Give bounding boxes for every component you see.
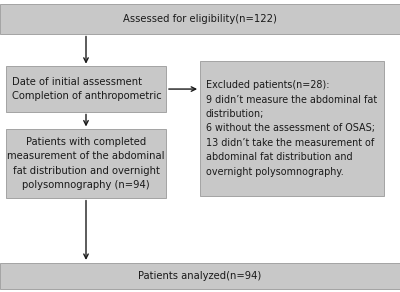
FancyBboxPatch shape [6, 67, 166, 112]
Text: Patients analyzed(n=94): Patients analyzed(n=94) [138, 271, 262, 281]
FancyBboxPatch shape [0, 263, 400, 289]
FancyBboxPatch shape [0, 4, 400, 34]
FancyBboxPatch shape [6, 129, 166, 198]
FancyBboxPatch shape [200, 61, 384, 196]
Text: Date of initial assessment
Completion of anthropometric: Date of initial assessment Completion of… [12, 77, 162, 101]
Text: Excluded patients(n=28):
9 didn’t measure the abdominal fat
distribution;
6 with: Excluded patients(n=28): 9 didn’t measur… [206, 80, 377, 177]
Text: Patients with completed
measurement of the abdominal
fat distribution and overni: Patients with completed measurement of t… [7, 137, 165, 190]
Text: Assessed for eligibility(n=122): Assessed for eligibility(n=122) [123, 14, 277, 24]
